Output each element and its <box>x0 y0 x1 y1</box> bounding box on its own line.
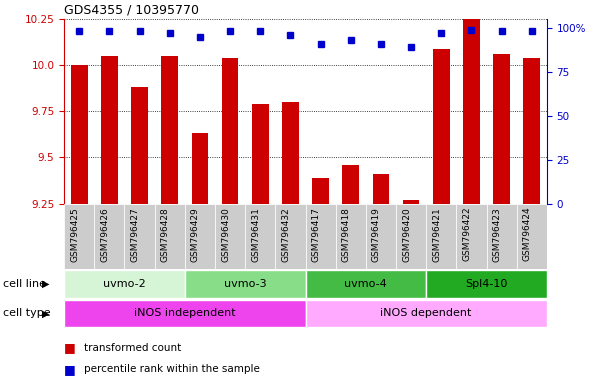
Text: ▶: ▶ <box>42 308 49 318</box>
FancyBboxPatch shape <box>486 204 517 269</box>
Text: GSM796427: GSM796427 <box>131 207 139 262</box>
FancyBboxPatch shape <box>426 204 456 269</box>
FancyBboxPatch shape <box>456 204 486 269</box>
Bar <box>463 19 480 204</box>
FancyBboxPatch shape <box>306 300 547 327</box>
FancyBboxPatch shape <box>396 204 426 269</box>
Bar <box>131 88 148 204</box>
FancyBboxPatch shape <box>94 204 125 269</box>
Text: GSM796418: GSM796418 <box>342 207 351 262</box>
Text: GSM796425: GSM796425 <box>70 207 79 262</box>
Bar <box>493 54 510 204</box>
FancyBboxPatch shape <box>155 204 185 269</box>
Bar <box>342 165 359 204</box>
FancyBboxPatch shape <box>64 300 306 327</box>
Text: GSM796428: GSM796428 <box>161 207 170 262</box>
FancyBboxPatch shape <box>64 270 185 298</box>
Text: GSM796420: GSM796420 <box>402 207 411 262</box>
Bar <box>524 58 540 204</box>
Text: GSM796424: GSM796424 <box>523 207 532 262</box>
FancyBboxPatch shape <box>276 204 306 269</box>
FancyBboxPatch shape <box>215 204 245 269</box>
Text: uvmo-2: uvmo-2 <box>103 279 146 289</box>
FancyBboxPatch shape <box>366 204 396 269</box>
FancyBboxPatch shape <box>517 204 547 269</box>
Bar <box>433 49 450 204</box>
Text: GSM796423: GSM796423 <box>492 207 502 262</box>
FancyBboxPatch shape <box>306 270 426 298</box>
Bar <box>101 56 118 204</box>
Text: uvmo-3: uvmo-3 <box>224 279 266 289</box>
Text: iNOS dependent: iNOS dependent <box>381 308 472 318</box>
Text: iNOS independent: iNOS independent <box>134 308 236 318</box>
Bar <box>192 134 208 204</box>
Bar <box>373 174 389 204</box>
Text: GSM796426: GSM796426 <box>100 207 109 262</box>
Text: percentile rank within the sample: percentile rank within the sample <box>84 364 260 374</box>
Bar <box>252 104 269 204</box>
Text: GSM796419: GSM796419 <box>372 207 381 262</box>
Text: GSM796431: GSM796431 <box>251 207 260 262</box>
Text: GSM796422: GSM796422 <box>463 207 472 262</box>
FancyBboxPatch shape <box>426 270 547 298</box>
Text: uvmo-4: uvmo-4 <box>345 279 387 289</box>
Bar <box>71 65 87 204</box>
Text: Spl4-10: Spl4-10 <box>466 279 508 289</box>
FancyBboxPatch shape <box>335 204 366 269</box>
FancyBboxPatch shape <box>125 204 155 269</box>
FancyBboxPatch shape <box>306 204 335 269</box>
Text: cell line: cell line <box>3 279 46 289</box>
FancyBboxPatch shape <box>64 204 94 269</box>
Text: ▶: ▶ <box>42 279 49 289</box>
Text: ■: ■ <box>64 341 76 354</box>
Text: GSM796430: GSM796430 <box>221 207 230 262</box>
Bar <box>282 102 299 204</box>
Text: cell type: cell type <box>3 308 51 318</box>
Text: GSM796421: GSM796421 <box>432 207 441 262</box>
Text: GSM796417: GSM796417 <box>312 207 321 262</box>
Bar <box>161 56 178 204</box>
Bar <box>312 178 329 204</box>
Text: ■: ■ <box>64 363 76 376</box>
FancyBboxPatch shape <box>185 270 306 298</box>
Text: GDS4355 / 10395770: GDS4355 / 10395770 <box>64 3 199 17</box>
Bar <box>222 58 238 204</box>
FancyBboxPatch shape <box>245 204 276 269</box>
Text: transformed count: transformed count <box>84 343 181 353</box>
Text: GSM796432: GSM796432 <box>282 207 290 262</box>
Bar <box>403 200 419 204</box>
Text: GSM796429: GSM796429 <box>191 207 200 262</box>
FancyBboxPatch shape <box>185 204 215 269</box>
